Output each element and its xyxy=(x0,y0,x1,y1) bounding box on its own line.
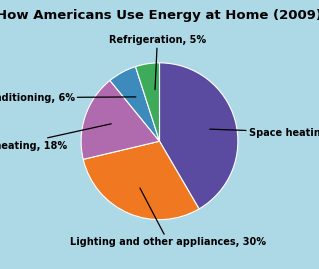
Title: How Americans Use Energy at Home (2009): How Americans Use Energy at Home (2009) xyxy=(0,9,319,22)
Text: Air conditioning, 6%: Air conditioning, 6% xyxy=(0,93,136,103)
Text: Refrigeration, 5%: Refrigeration, 5% xyxy=(109,36,206,90)
Wedge shape xyxy=(110,67,160,141)
Text: Space heating, 42%: Space heating, 42% xyxy=(210,128,319,137)
Wedge shape xyxy=(81,80,160,159)
Wedge shape xyxy=(160,63,238,209)
Wedge shape xyxy=(136,63,160,141)
Text: Water heating, 18%: Water heating, 18% xyxy=(0,124,111,151)
Wedge shape xyxy=(83,141,199,220)
Text: Lighting and other appliances, 30%: Lighting and other appliances, 30% xyxy=(70,188,266,247)
